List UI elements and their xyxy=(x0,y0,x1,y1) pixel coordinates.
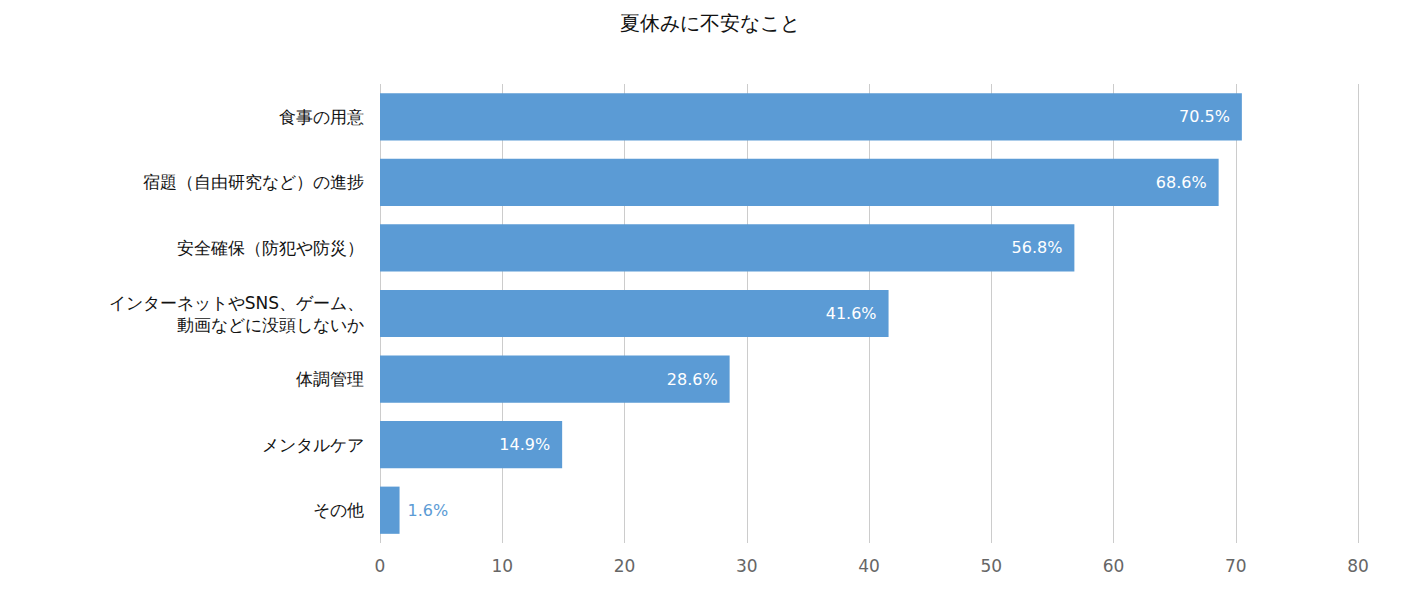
svg-text:70: 70 xyxy=(1225,556,1247,576)
svg-text:動画などに没頭しないか: 動画などに没頭しないか xyxy=(177,315,364,335)
svg-text:夏休みに不安なこと: 夏休みに不安なこと xyxy=(620,11,800,35)
svg-text:41.6%: 41.6% xyxy=(826,304,877,323)
svg-text:30: 30 xyxy=(736,556,758,576)
svg-text:40: 40 xyxy=(858,556,880,576)
svg-text:80: 80 xyxy=(1347,556,1369,576)
svg-text:0: 0 xyxy=(375,556,386,576)
svg-text:安全確保（防犯や防災）: 安全確保（防犯や防災） xyxy=(177,238,364,258)
svg-text:68.6%: 68.6% xyxy=(1156,173,1207,192)
svg-text:14.9%: 14.9% xyxy=(499,435,550,454)
svg-text:メンタルケア: メンタルケア xyxy=(262,435,364,455)
svg-text:50: 50 xyxy=(980,556,1002,576)
svg-text:食事の用意: 食事の用意 xyxy=(279,107,364,127)
svg-text:10: 10 xyxy=(491,556,513,576)
svg-text:その他: その他 xyxy=(313,500,364,520)
svg-text:体調管理: 体調管理 xyxy=(296,369,364,389)
svg-text:60: 60 xyxy=(1103,556,1125,576)
svg-text:インターネットやSNS、ゲーム、: インターネットやSNS、ゲーム、 xyxy=(109,293,364,313)
svg-text:宿題（自由研究など）の進捗: 宿題（自由研究など）の進捗 xyxy=(143,172,364,192)
svg-text:28.6%: 28.6% xyxy=(667,370,718,389)
svg-text:20: 20 xyxy=(614,556,636,576)
svg-text:70.5%: 70.5% xyxy=(1179,107,1230,126)
svg-text:1.6%: 1.6% xyxy=(408,501,449,520)
svg-text:56.8%: 56.8% xyxy=(1012,238,1063,257)
